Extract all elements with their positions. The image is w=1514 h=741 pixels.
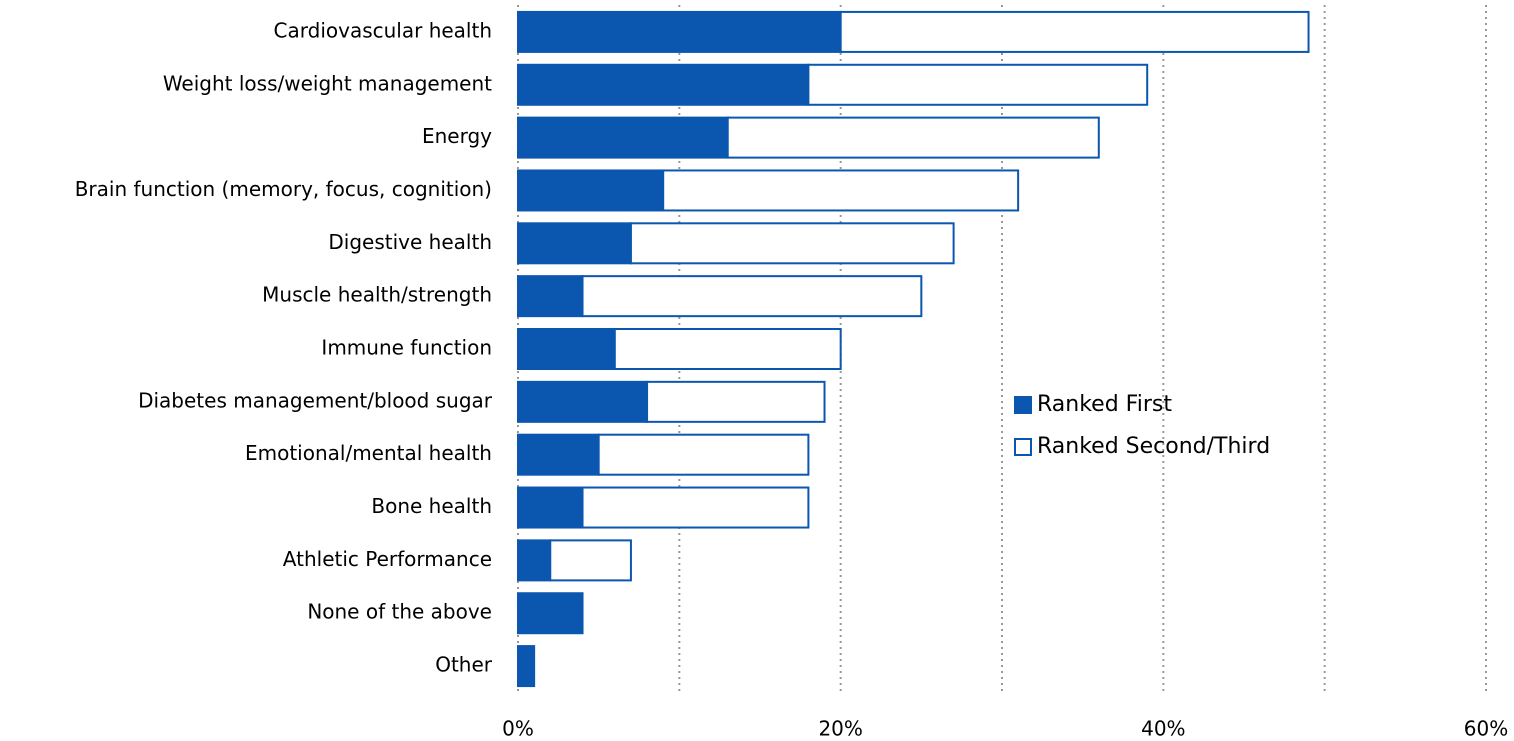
y-tick-label: Brain function (memory, focus, cognition… (75, 177, 492, 201)
bar (517, 380, 649, 423)
x-tick-label: 40% (1141, 717, 1185, 741)
bar (517, 169, 665, 212)
x-tick-label: 60% (1464, 717, 1508, 741)
bar (517, 486, 584, 529)
y-tick-label: Weight loss/weight management (163, 71, 492, 95)
y-tick-label: Energy (422, 124, 492, 148)
y-tick-label: Immune function (321, 336, 492, 360)
legend-label: Ranked First (1037, 392, 1172, 417)
bar (597, 433, 810, 476)
bar (517, 539, 552, 582)
y-tick-label: Other (435, 653, 493, 677)
bar (517, 275, 584, 318)
legend-label: Ranked Second/Third (1037, 434, 1270, 459)
y-tick-label: Bone health (371, 494, 492, 518)
legend-swatch (1014, 396, 1032, 414)
y-tick-label: Muscle health/strength (262, 283, 492, 307)
bar (807, 63, 1149, 106)
bar (726, 116, 1100, 159)
x-tick-label: 0% (502, 717, 534, 741)
bar (581, 486, 810, 529)
y-tick-label: Emotional/mental health (245, 441, 492, 465)
bar (517, 10, 842, 53)
x-tick-label: 20% (818, 717, 862, 741)
bar (517, 222, 632, 265)
legend-swatch (1014, 438, 1032, 456)
bar (517, 63, 810, 106)
y-tick-label: Diabetes management/blood sugar (138, 388, 493, 412)
bar (517, 592, 584, 635)
y-tick-label: Athletic Performance (283, 547, 492, 571)
bar (662, 169, 1020, 212)
bar (517, 328, 616, 370)
bar (629, 222, 955, 265)
bar (839, 10, 1310, 53)
bar (549, 539, 632, 582)
bar (613, 328, 842, 370)
bar (581, 275, 923, 318)
y-tick-label: Cardiovascular health (274, 18, 492, 42)
bar (517, 645, 536, 688)
bar (646, 380, 826, 423)
y-tick-label: Digestive health (328, 230, 492, 254)
bar (517, 433, 600, 476)
bar (517, 116, 729, 159)
y-tick-label: None of the above (307, 600, 492, 624)
